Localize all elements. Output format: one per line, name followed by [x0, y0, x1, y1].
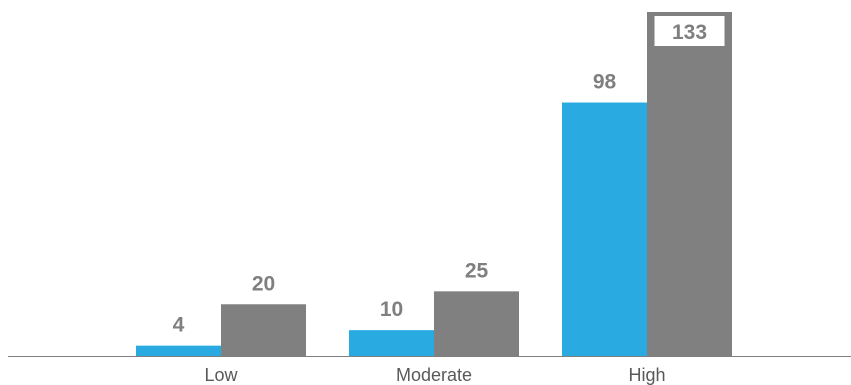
data-label-box-high-series-2: [654, 16, 725, 46]
x-tick-labels-group: Low Moderate High: [204, 365, 665, 385]
x-tick-label-high: High: [628, 365, 665, 385]
data-label-low-series-1: 4: [173, 314, 185, 337]
data-label-moderate-series-1: 10: [380, 298, 403, 321]
bar-low-series-2: [221, 304, 306, 356]
bar-low-series-1: [136, 345, 221, 356]
bar-moderate-series-1: [349, 330, 434, 356]
x-tick-label-moderate: Moderate: [396, 365, 472, 385]
bar-moderate-series-2: [434, 291, 519, 356]
data-label-high-series-2: 133: [672, 21, 707, 44]
data-label-high-series-1: 98: [593, 71, 617, 94]
bar-high-series-2: [647, 12, 732, 356]
data-label-moderate-series-2: 25: [465, 259, 489, 282]
data-label-low-series-2: 20: [252, 272, 275, 295]
value-labels-group: 4 20 10 25 98 133: [173, 16, 725, 337]
bars-group: [136, 12, 732, 357]
x-tick-label-low: Low: [204, 365, 238, 385]
bar-high-series-1: [562, 102, 647, 357]
